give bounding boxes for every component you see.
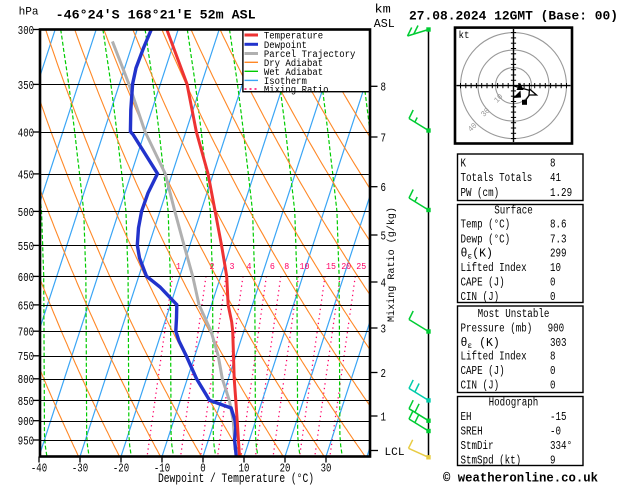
svg-text:3: 3 xyxy=(230,262,235,272)
svg-text:-0: -0 xyxy=(550,426,561,439)
svg-text:20: 20 xyxy=(280,462,291,476)
svg-text:θε(K): θε(K) xyxy=(461,248,493,262)
svg-text:StmDir: StmDir xyxy=(461,440,494,453)
svg-text:900: 900 xyxy=(18,415,34,429)
svg-text:800: 800 xyxy=(18,373,34,387)
svg-text:303: 303 xyxy=(550,337,567,350)
svg-text:0: 0 xyxy=(550,379,556,392)
svg-text:CAPE (J): CAPE (J) xyxy=(461,277,505,290)
svg-text:ASL: ASL xyxy=(374,17,395,31)
svg-text:5: 5 xyxy=(381,229,387,243)
svg-text:Hodograph: Hodograph xyxy=(489,397,539,410)
svg-text:2: 2 xyxy=(381,367,387,381)
svg-text:EH: EH xyxy=(461,411,472,424)
svg-text:CIN (J): CIN (J) xyxy=(461,379,500,392)
svg-text:4: 4 xyxy=(381,276,387,290)
svg-text:8: 8 xyxy=(381,81,387,95)
svg-text:Wet Adiabat: Wet Adiabat xyxy=(264,67,323,79)
svg-text:Dewpoint / Temperature (°C): Dewpoint / Temperature (°C) xyxy=(158,471,314,486)
svg-text:7.3: 7.3 xyxy=(550,234,567,247)
svg-text:10: 10 xyxy=(550,262,561,275)
svg-text:10: 10 xyxy=(239,462,250,476)
svg-text:Dewp (°C): Dewp (°C) xyxy=(461,234,511,247)
svg-text:km: km xyxy=(375,3,391,17)
svg-text:Lifted Index: Lifted Index xyxy=(461,351,527,364)
svg-text:hPa: hPa xyxy=(19,7,39,19)
svg-text:Isotherm: Isotherm xyxy=(264,76,307,88)
svg-text:400: 400 xyxy=(18,126,34,140)
svg-text:kt: kt xyxy=(459,30,470,42)
svg-text:450: 450 xyxy=(18,168,34,182)
svg-text:Temperature: Temperature xyxy=(264,32,323,43)
svg-text:10: 10 xyxy=(300,262,310,272)
svg-text:-30: -30 xyxy=(72,462,88,476)
svg-text:StmSpd (kt): StmSpd (kt) xyxy=(461,455,522,468)
svg-text:750: 750 xyxy=(18,350,34,364)
svg-text:-15: -15 xyxy=(550,411,567,424)
svg-text:Temp (°C): Temp (°C) xyxy=(461,218,511,231)
svg-text:27.08.2024 12GMT (Base: 00): 27.08.2024 12GMT (Base: 00) xyxy=(409,8,618,23)
svg-text:CIN (J): CIN (J) xyxy=(461,291,500,304)
svg-text:8: 8 xyxy=(550,157,556,170)
svg-text:300: 300 xyxy=(18,24,34,38)
svg-text:350: 350 xyxy=(18,79,34,93)
svg-text:0: 0 xyxy=(550,365,556,378)
svg-text:Dewpoint: Dewpoint xyxy=(264,40,307,52)
svg-text:0: 0 xyxy=(550,291,556,304)
svg-text:41: 41 xyxy=(550,172,561,185)
svg-text:950: 950 xyxy=(18,434,34,448)
svg-text:PW (cm): PW (cm) xyxy=(461,187,500,200)
svg-text:-46°24'S 168°21'E 52m ASL: -46°24'S 168°21'E 52m ASL xyxy=(56,7,256,22)
svg-text:850: 850 xyxy=(18,395,34,409)
svg-text:650: 650 xyxy=(18,299,34,313)
svg-text:8: 8 xyxy=(550,351,556,364)
svg-text:299: 299 xyxy=(550,248,567,261)
svg-text:30: 30 xyxy=(321,462,332,476)
svg-text:-40: -40 xyxy=(31,462,47,476)
svg-text:0: 0 xyxy=(200,462,205,476)
svg-text:6: 6 xyxy=(381,181,387,195)
svg-text:8.6: 8.6 xyxy=(550,218,567,231)
svg-text:CAPE (J): CAPE (J) xyxy=(461,365,505,378)
svg-text:θε (K): θε (K) xyxy=(461,337,500,351)
svg-text:Lifted Index: Lifted Index xyxy=(461,262,527,275)
svg-text:8: 8 xyxy=(284,262,289,272)
svg-text:4: 4 xyxy=(247,262,252,272)
svg-text:6: 6 xyxy=(270,262,275,272)
svg-text:SREH: SREH xyxy=(461,426,483,439)
svg-text:600: 600 xyxy=(18,271,34,285)
svg-text:7: 7 xyxy=(381,131,387,145)
svg-text:K: K xyxy=(461,157,467,170)
svg-text:2: 2 xyxy=(210,262,215,272)
svg-text:9: 9 xyxy=(550,455,556,468)
svg-text:15: 15 xyxy=(326,262,336,272)
svg-text:Mixing Ratio (g/kg): Mixing Ratio (g/kg) xyxy=(386,207,398,322)
svg-text:-20: -20 xyxy=(113,462,129,476)
svg-text:1: 1 xyxy=(176,262,181,272)
svg-text:20: 20 xyxy=(341,262,351,272)
svg-text:Parcel Trajectory: Parcel Trajectory xyxy=(264,49,356,61)
svg-text:© weatheronline.co.uk: © weatheronline.co.uk xyxy=(443,472,598,486)
svg-text:3: 3 xyxy=(381,322,387,336)
svg-text:Mixing Ratio: Mixing Ratio xyxy=(264,85,329,97)
svg-text:Totals Totals: Totals Totals xyxy=(461,172,533,185)
svg-text:1: 1 xyxy=(381,410,387,424)
svg-text:25: 25 xyxy=(356,262,366,272)
svg-text:Pressure (mb): Pressure (mb) xyxy=(461,323,533,336)
svg-text:700: 700 xyxy=(18,326,34,340)
svg-text:0: 0 xyxy=(550,277,556,290)
svg-text:LCL: LCL xyxy=(385,447,405,459)
svg-text:334°: 334° xyxy=(550,440,572,453)
svg-text:Dry Adiabat: Dry Adiabat xyxy=(264,58,323,70)
svg-text:Surface: Surface xyxy=(494,205,533,218)
svg-text:Most Unstable: Most Unstable xyxy=(478,308,550,321)
svg-text:-10: -10 xyxy=(154,462,170,476)
svg-text:1.29: 1.29 xyxy=(550,187,572,200)
svg-text:900: 900 xyxy=(548,323,565,336)
svg-text:550: 550 xyxy=(18,240,34,254)
svg-text:500: 500 xyxy=(18,206,34,220)
